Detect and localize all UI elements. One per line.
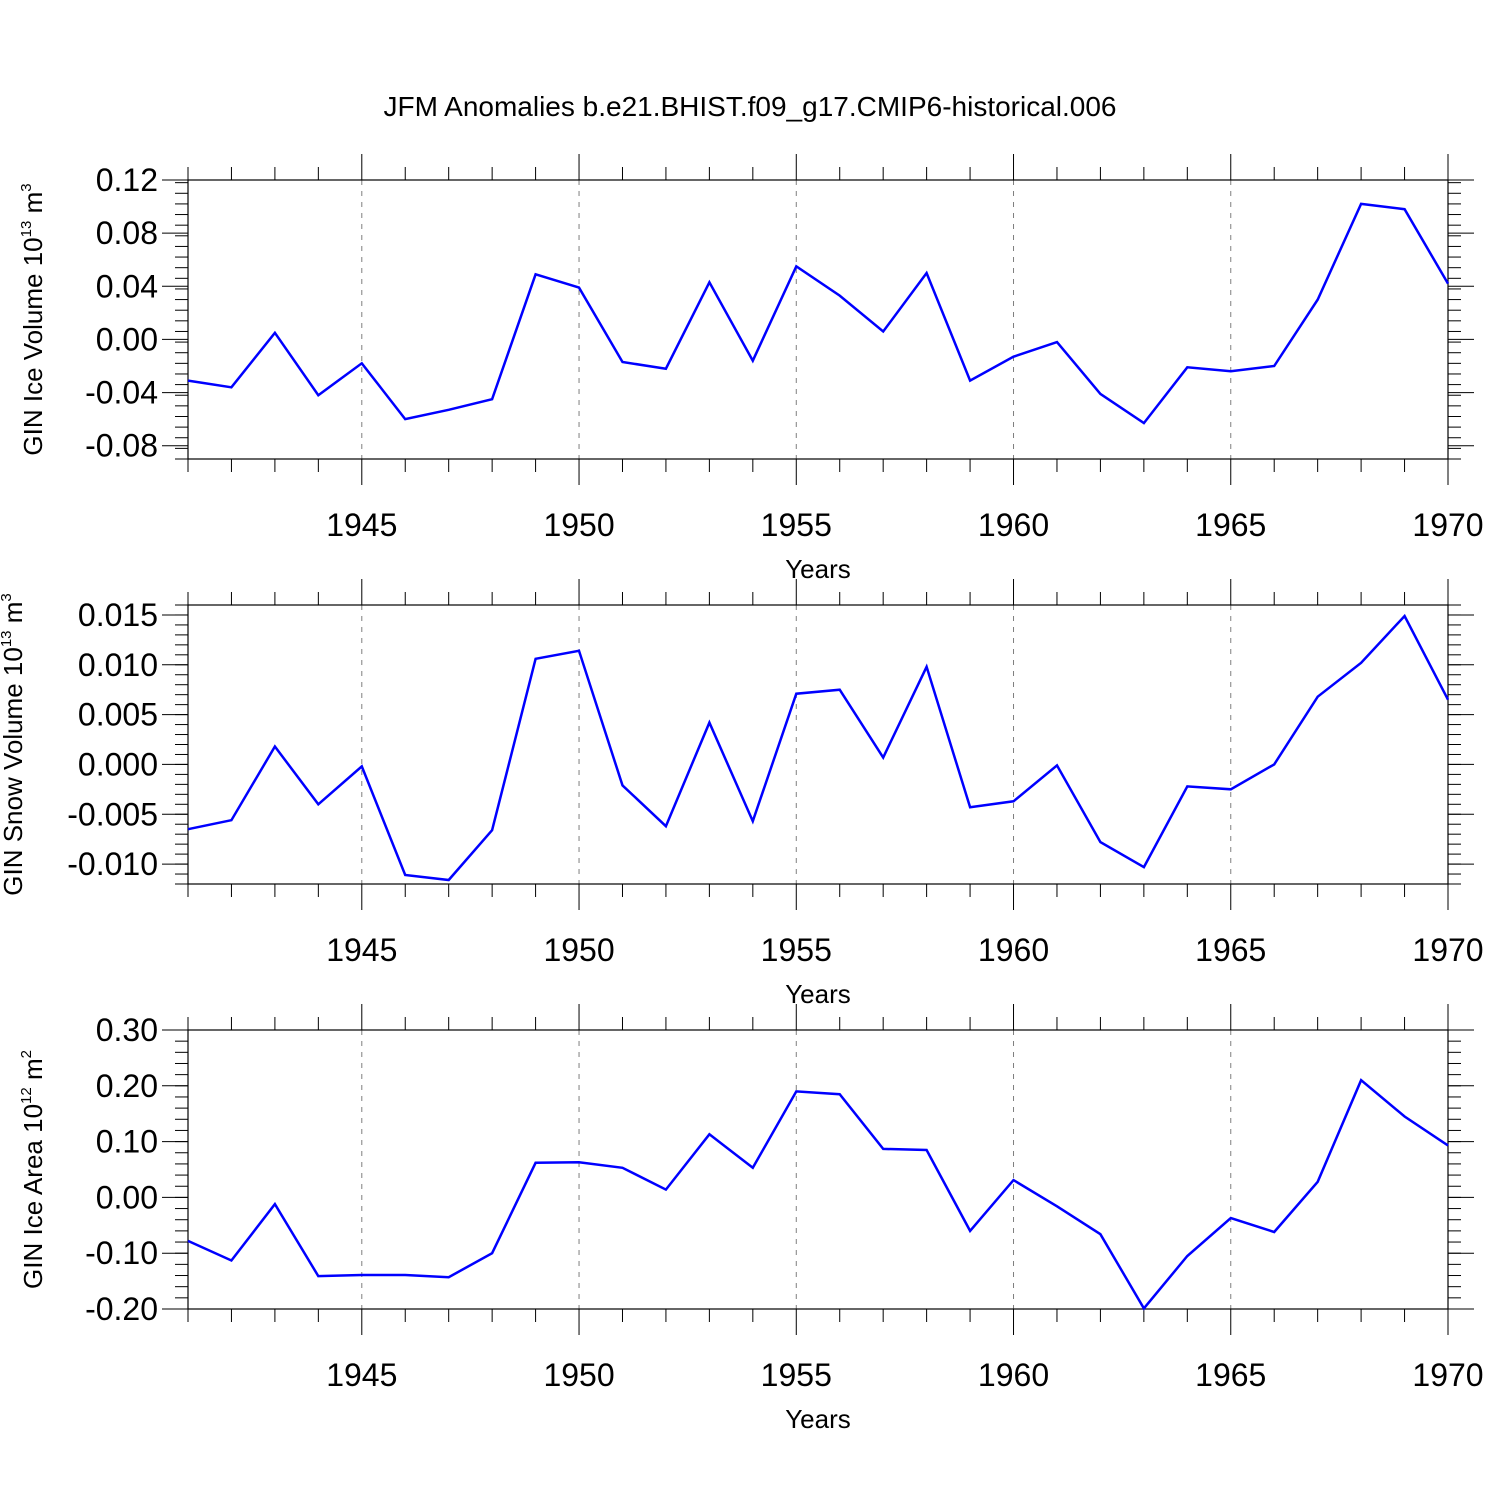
- x-tick-label: 1945: [326, 932, 397, 968]
- y-tick-label: 0.010: [78, 647, 158, 683]
- y-tick-label: 0.000: [78, 746, 158, 782]
- y-tick-label: 0.015: [78, 597, 158, 633]
- y-tick-label: 0.10: [96, 1124, 158, 1160]
- y-axis-label-exponent: 13: [18, 221, 35, 238]
- y-tick-label: 0.30: [96, 1012, 158, 1048]
- x-tick-label: 1955: [761, 1357, 832, 1393]
- ice-volume-panel: -0.08 -0.04 0.00 0.04 0.08 0.12 1945 1950 1955 19…: [18, 154, 1484, 584]
- series-line: [187, 1078, 1449, 1311]
- x-tick-label: 1950: [543, 932, 614, 968]
- y-tick-label: -0.04: [85, 375, 158, 411]
- y-tick-label: -0.10: [85, 1235, 158, 1271]
- x-tick-label: 1960: [978, 932, 1049, 968]
- x-tick-label: 1965: [1195, 932, 1266, 968]
- y-tick-label: 0.005: [78, 697, 158, 733]
- series-line: [187, 202, 1450, 425]
- y-tick-label: 0.20: [96, 1068, 158, 1104]
- x-tick-label: 1965: [1195, 507, 1266, 543]
- y-axis-label-main: GIN Ice Area 10: [18, 1104, 48, 1289]
- y-axis-label-unit-exponent: 3: [0, 593, 15, 601]
- y-axis-label: GIN Snow Volume 1013 m3: [0, 593, 28, 896]
- x-axis-label: Years: [785, 554, 851, 584]
- y-axis-label-unit: m: [0, 602, 28, 631]
- y-axis-label: GIN Ice Volume 1013 m3: [18, 183, 48, 455]
- y-axis-label-exponent: 13: [0, 630, 15, 647]
- x-tick-label: 1955: [761, 507, 832, 543]
- x-tick-label: 1970: [1412, 507, 1483, 543]
- y-axis-label-unit-exponent: 2: [18, 1050, 35, 1058]
- y-tick-label: 0.04: [96, 268, 158, 304]
- plot-frame: [187, 1029, 1449, 1310]
- plot-frame: [187, 179, 1449, 460]
- x-axis-label: Years: [785, 1404, 851, 1434]
- x-tick-label: 1970: [1412, 1357, 1483, 1393]
- y-axis-label: GIN Ice Area 1012 m2: [18, 1050, 48, 1289]
- ice-area-panel: -0.20 -0.10 0.00 0.10 0.20 0.30 1945 1950 1955 19…: [18, 1004, 1484, 1434]
- y-tick-label: -0.010: [67, 846, 158, 882]
- y-axis-label-exponent: 12: [18, 1087, 35, 1104]
- y-tick-label: 0.12: [96, 162, 158, 198]
- x-tick-label: 1945: [326, 1357, 397, 1393]
- y-tick-label: -0.005: [67, 796, 158, 832]
- plot-frame: [187, 604, 1449, 885]
- y-tick-label: -0.08: [85, 428, 158, 464]
- x-tick-label: 1970: [1412, 932, 1483, 968]
- y-axis-label-unit: m: [18, 1058, 48, 1087]
- x-tick-label: 1960: [978, 1357, 1049, 1393]
- x-axis-label: Years: [785, 979, 851, 1009]
- x-tick-label: 1950: [543, 1357, 614, 1393]
- y-tick-label: 0.08: [96, 215, 158, 251]
- x-tick-label: 1950: [543, 507, 614, 543]
- y-tick-label: -0.20: [85, 1291, 158, 1327]
- figure-title: JFM Anomalies b.e21.BHIST.f09_g17.CMIP6-…: [383, 91, 1116, 122]
- y-axis-label-unit-exponent: 3: [18, 183, 35, 191]
- x-tick-label: 1960: [978, 507, 1049, 543]
- y-tick-label: 0.00: [96, 321, 158, 357]
- y-axis-label-unit: m: [18, 192, 48, 221]
- x-tick-label: 1945: [326, 507, 397, 543]
- snow-volume-panel: -0.010 -0.005 0.000 0.005 0.010 0.015 1945 1950…: [0, 579, 1484, 1009]
- x-tick-label: 1965: [1195, 1357, 1266, 1393]
- x-tick-label: 1955: [761, 932, 832, 968]
- y-tick-label: 0.00: [96, 1179, 158, 1215]
- series-line: [187, 613, 1450, 882]
- y-axis-label-main: GIN Ice Volume 10: [18, 237, 48, 455]
- y-axis-label-main: GIN Snow Volume 10: [0, 647, 28, 896]
